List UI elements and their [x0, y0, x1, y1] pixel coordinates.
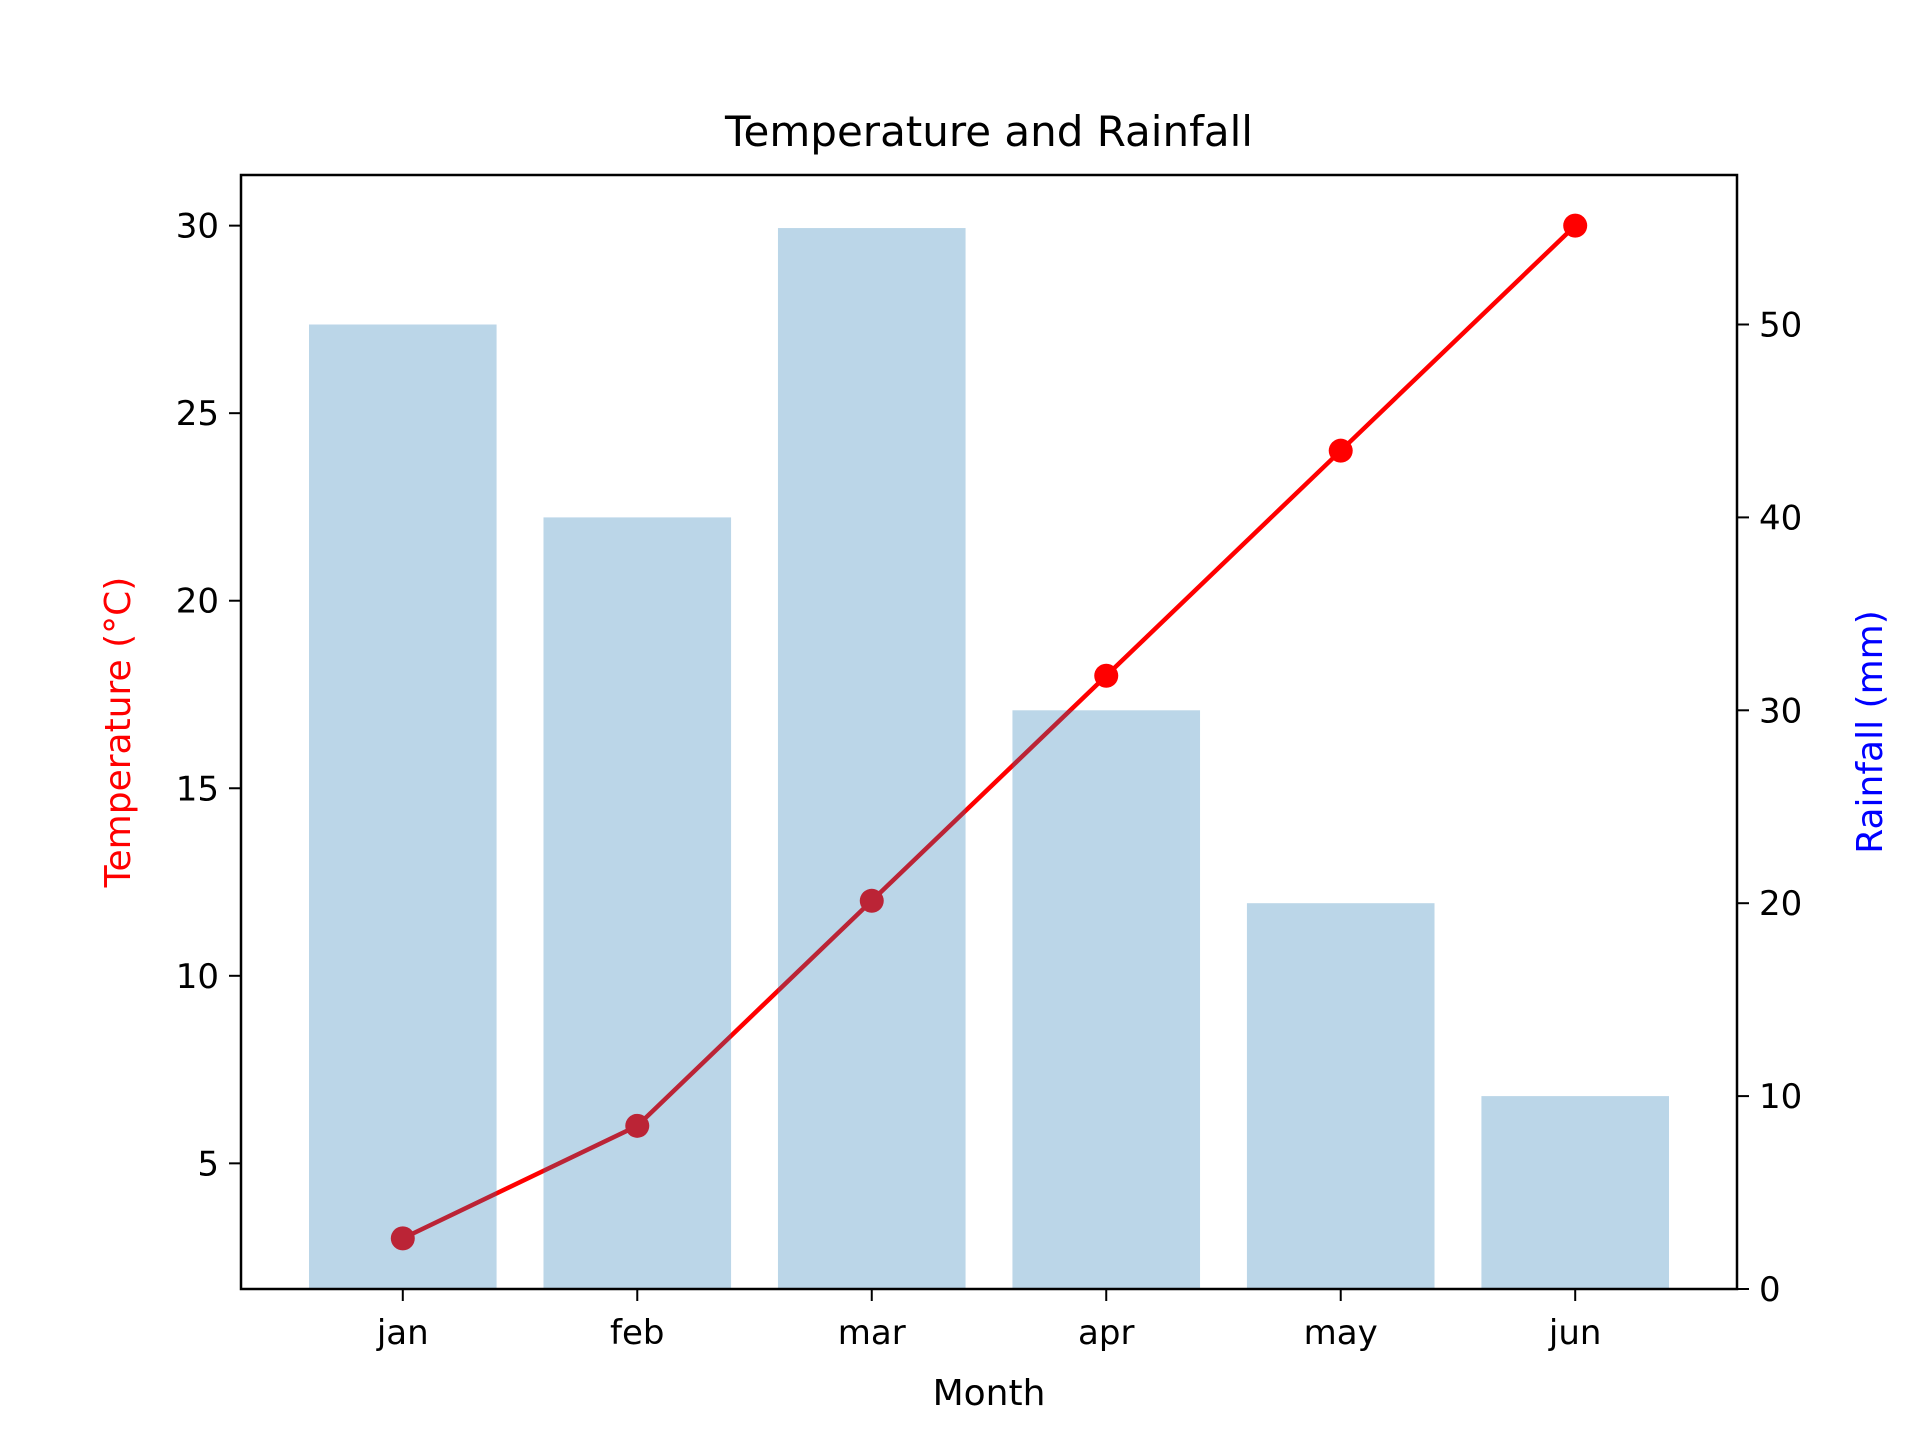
x-tick-label: feb: [610, 1313, 664, 1353]
left-y-tick-label: 10: [176, 957, 219, 997]
chart-title: Temperature and Rainfall: [724, 107, 1253, 156]
right-y-tick-label: 20: [1759, 884, 1802, 924]
right-y-tick-label: 50: [1759, 305, 1802, 345]
x-tick-label: mar: [838, 1313, 906, 1353]
rainfall-bar-apr: [1012, 710, 1201, 1289]
temperature-point-jan: [390, 1226, 415, 1251]
temperature-point-jun: [1563, 213, 1588, 238]
left-y-tick-label: 25: [176, 394, 219, 434]
rainfall-bar-may: [1246, 903, 1435, 1289]
rainfall-bar-jan: [309, 324, 497, 1290]
right-y-tick-label: 30: [1759, 691, 1802, 731]
x-tick-label: jan: [376, 1313, 429, 1353]
rainfall-bar-feb: [543, 517, 732, 1289]
left-y-tick-label: 5: [197, 1144, 219, 1184]
x-tick-label: apr: [1078, 1313, 1134, 1353]
right-y-tick-label: 0: [1759, 1270, 1781, 1310]
right-y-tick-label: 10: [1759, 1077, 1802, 1117]
plot-frame: [239, 173, 1739, 1291]
rainfall-bar-mar: [777, 228, 966, 1290]
left-y-tick-label: 30: [176, 207, 219, 247]
left-y-tick-label: 15: [176, 769, 219, 809]
temperature-line: [401, 224, 1577, 1241]
x-tick-label: jun: [1548, 1313, 1602, 1353]
right-y-tick-label: 40: [1759, 498, 1802, 538]
left-axis-label: Temperature (°C): [98, 577, 139, 889]
right-axis-label: Rainfall (mm): [1850, 610, 1891, 854]
x-axis-label: Month: [933, 1373, 1046, 1414]
temperature-point-mar: [859, 888, 884, 913]
left-y-tick-label: 20: [176, 582, 219, 622]
temperature-point-may: [1328, 438, 1353, 463]
x-tick-label: may: [1304, 1313, 1378, 1353]
rainfall-bar-jun: [1481, 1096, 1669, 1289]
temperature-point-apr: [1094, 663, 1119, 688]
temperature-point-feb: [625, 1113, 650, 1138]
